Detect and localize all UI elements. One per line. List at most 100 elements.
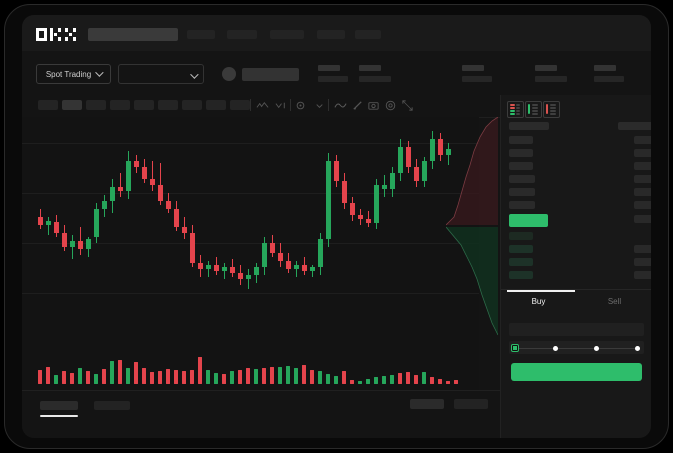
volume-bar bbox=[342, 371, 346, 384]
orderbook-spread-highlight[interactable] bbox=[509, 214, 548, 227]
orderbook-bid-amount[interactable] bbox=[634, 245, 651, 253]
stepper-dot-50[interactable] bbox=[594, 345, 599, 351]
candlestick-series bbox=[22, 117, 479, 332]
candle-body bbox=[414, 167, 419, 181]
chart-gridline bbox=[22, 243, 479, 244]
chevron-down-icon[interactable] bbox=[313, 99, 326, 112]
okx-logo[interactable]: OKX bbox=[36, 28, 80, 41]
toolbar-divider bbox=[328, 99, 329, 111]
volume-bar bbox=[334, 376, 338, 384]
line-chart-icon[interactable] bbox=[334, 99, 347, 112]
pair-coin-avatar bbox=[222, 67, 236, 81]
candle-wick bbox=[312, 265, 313, 277]
nav-item-more[interactable] bbox=[355, 30, 381, 39]
volume-bar bbox=[134, 362, 138, 384]
timeframe-more[interactable] bbox=[230, 100, 250, 110]
volume-bar bbox=[390, 375, 394, 384]
tab-open-orders[interactable] bbox=[40, 401, 78, 410]
orderbook-view-both-icon[interactable] bbox=[507, 101, 524, 118]
nav-item-wallet[interactable] bbox=[317, 30, 345, 39]
trading-pair-select[interactable] bbox=[118, 64, 204, 84]
orderbook-ask-price[interactable] bbox=[509, 136, 533, 144]
alert-icon[interactable] bbox=[384, 99, 397, 112]
orderbook-ask-amount[interactable] bbox=[634, 175, 651, 183]
submit-buy-button[interactable] bbox=[511, 363, 642, 381]
tab-sell[interactable]: Sell bbox=[607, 297, 622, 306]
timeframe-1m-month[interactable] bbox=[206, 100, 226, 110]
volume-bar bbox=[238, 370, 242, 384]
nav-item-earn[interactable] bbox=[270, 30, 304, 39]
volume-bar bbox=[62, 371, 66, 384]
candle-body bbox=[366, 219, 371, 223]
amount-percentage-stepper[interactable] bbox=[511, 343, 642, 353]
candle-body bbox=[182, 227, 187, 233]
tab-buy[interactable]: Buy bbox=[531, 297, 546, 306]
candle-body bbox=[142, 167, 147, 179]
candle-wick bbox=[208, 261, 209, 277]
chevron-down-icon bbox=[95, 68, 104, 77]
orderbook-bid-amount[interactable] bbox=[634, 271, 651, 279]
timeframe-4h[interactable] bbox=[134, 100, 154, 110]
timeframe-1h[interactable] bbox=[110, 100, 130, 110]
orderbook-bid-amount[interactable] bbox=[634, 258, 651, 266]
orderbook-ask-amount[interactable] bbox=[634, 162, 651, 170]
volume-bar bbox=[286, 366, 290, 384]
tab-order-history[interactable] bbox=[94, 401, 130, 410]
candle-wick bbox=[224, 263, 225, 279]
candle-body bbox=[94, 209, 99, 237]
orderbook-ask-price[interactable] bbox=[509, 201, 535, 209]
orderbook-ask-amount[interactable] bbox=[634, 188, 651, 196]
bottom-action-1[interactable] bbox=[410, 399, 444, 409]
timeframe-1w[interactable] bbox=[182, 100, 202, 110]
market-sub-header: Spot Trading bbox=[22, 51, 651, 96]
timeframe-1d[interactable] bbox=[158, 100, 178, 110]
orderbook-ask-price[interactable] bbox=[509, 188, 535, 196]
nav-item-markets[interactable] bbox=[227, 30, 257, 39]
volume-bar bbox=[374, 377, 378, 384]
fullscreen-icon[interactable] bbox=[401, 99, 414, 112]
indicator-icon[interactable] bbox=[256, 99, 269, 112]
candle-body bbox=[158, 185, 163, 201]
drawing-icon[interactable] bbox=[351, 99, 364, 112]
nav-item-trade[interactable] bbox=[187, 30, 215, 39]
candle-body bbox=[286, 261, 291, 269]
candle-body bbox=[238, 273, 243, 279]
bottom-action-2[interactable] bbox=[454, 399, 488, 409]
camera-icon[interactable] bbox=[367, 99, 380, 112]
candle-body bbox=[318, 239, 323, 267]
spot-trading-selector[interactable]: Spot Trading bbox=[36, 64, 111, 84]
global-search-input[interactable] bbox=[88, 28, 178, 41]
timeframe-1m[interactable] bbox=[38, 100, 58, 110]
orderbook-ask-amount[interactable] bbox=[634, 136, 651, 144]
orderbook-ask-price[interactable] bbox=[509, 162, 533, 170]
order-price-field[interactable] bbox=[509, 323, 644, 336]
app-screen: OKX bbox=[22, 15, 651, 438]
timeframe-5m[interactable] bbox=[62, 100, 82, 110]
volume-bar bbox=[78, 368, 82, 384]
orderbook-view-sell-icon[interactable] bbox=[543, 101, 560, 118]
stepper-dot-75[interactable] bbox=[635, 345, 640, 351]
orderbook-bid-price[interactable] bbox=[509, 271, 533, 279]
orderbook-col-header-amount bbox=[618, 122, 651, 130]
candle-wick bbox=[72, 235, 73, 259]
orderbook-bid-price[interactable] bbox=[509, 258, 533, 266]
orderbook-ask-amount[interactable] bbox=[634, 201, 651, 209]
candle-body bbox=[398, 147, 403, 173]
orderbook-bid-price[interactable] bbox=[509, 245, 533, 253]
stepper-dot-25[interactable] bbox=[553, 345, 558, 351]
candle-body bbox=[422, 161, 427, 181]
orderbook-ask-price[interactable] bbox=[509, 175, 535, 183]
orderbook-bid-price[interactable] bbox=[509, 232, 533, 240]
candle-wick bbox=[120, 173, 121, 197]
stepper-handle[interactable] bbox=[511, 344, 519, 352]
compare-icon[interactable] bbox=[275, 99, 288, 112]
orderbook-ask-amount[interactable] bbox=[634, 149, 651, 157]
orderbook-ask-price[interactable] bbox=[509, 149, 533, 157]
candle-body bbox=[406, 147, 411, 167]
pair-name-placeholder bbox=[242, 68, 299, 81]
settings-icon[interactable] bbox=[294, 99, 307, 112]
timeframe-15m[interactable] bbox=[86, 100, 106, 110]
volume-bar bbox=[270, 367, 274, 384]
orderbook-view-buy-icon[interactable] bbox=[525, 101, 542, 118]
price-chart[interactable] bbox=[22, 117, 498, 390]
